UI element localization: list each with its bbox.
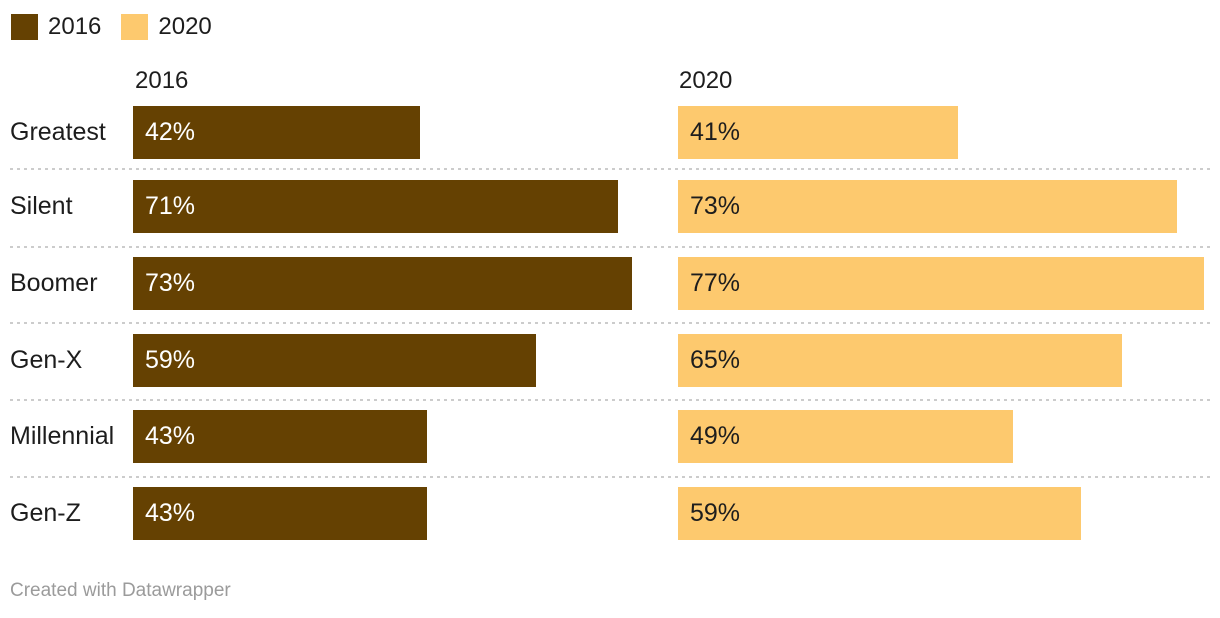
column-header-2020: 2020 [679, 67, 733, 94]
bar-2020-millennial: 49% [678, 410, 1013, 463]
bar-value-label: 41% [690, 118, 741, 146]
bar-2016-greatest: 42% [133, 106, 420, 159]
row-label-gen-x: Gen-X [10, 346, 83, 374]
legend-label-2020: 2020 [158, 13, 212, 40]
bar-value-label: 49% [690, 422, 741, 450]
row-divider [10, 246, 1210, 248]
bar-value-label: 59% [690, 499, 741, 527]
row-divider [10, 476, 1210, 478]
bar-value-label: 43% [145, 422, 196, 450]
bar-value-label: 73% [690, 192, 741, 220]
bar-value-label: 77% [690, 269, 741, 297]
row-label-millennial: Millennial [10, 422, 115, 450]
row-divider [10, 322, 1210, 324]
bar-value-label: 71% [145, 192, 196, 220]
row-label-silent: Silent [10, 192, 73, 220]
legend-item-2016: 2016 [11, 14, 101, 40]
bar-2020-gen-z: 59% [678, 487, 1081, 540]
legend-item-2020: 2020 [121, 13, 212, 40]
bar-2016-gen-z: 43% [133, 487, 427, 540]
row-divider [10, 399, 1210, 401]
legend-swatch-2016-icon [11, 14, 38, 40]
bar-2016-gen-x: 59% [133, 334, 536, 387]
bar-2020-boomer: 77% [678, 257, 1204, 310]
legend-swatch-2020-icon [121, 14, 149, 40]
row-label-boomer: Boomer [10, 269, 98, 297]
column-header-2016: 2016 [135, 67, 189, 94]
bar-2016-silent: 71% [133, 180, 618, 233]
legend: 2016 2020 [11, 14, 212, 40]
bar-value-label: 65% [690, 346, 741, 374]
legend-label-2016: 2016 [48, 13, 102, 40]
bar-2020-silent: 73% [678, 180, 1177, 233]
bar-2016-boomer: 73% [133, 257, 632, 310]
bar-2020-greatest: 41% [678, 106, 958, 159]
bar-value-label: 43% [145, 499, 196, 527]
bar-2016-millennial: 43% [133, 410, 427, 463]
bar-value-label: 73% [145, 269, 196, 297]
bar-value-label: 59% [145, 346, 196, 374]
datawrapper-credit-link[interactable]: Created with Datawrapper [10, 580, 231, 601]
bar-value-label: 42% [145, 118, 196, 146]
bar-2020-gen-x: 65% [678, 334, 1122, 387]
row-divider [10, 168, 1210, 170]
row-label-gen-z: Gen-Z [10, 499, 81, 527]
row-label-greatest: Greatest [10, 118, 106, 146]
